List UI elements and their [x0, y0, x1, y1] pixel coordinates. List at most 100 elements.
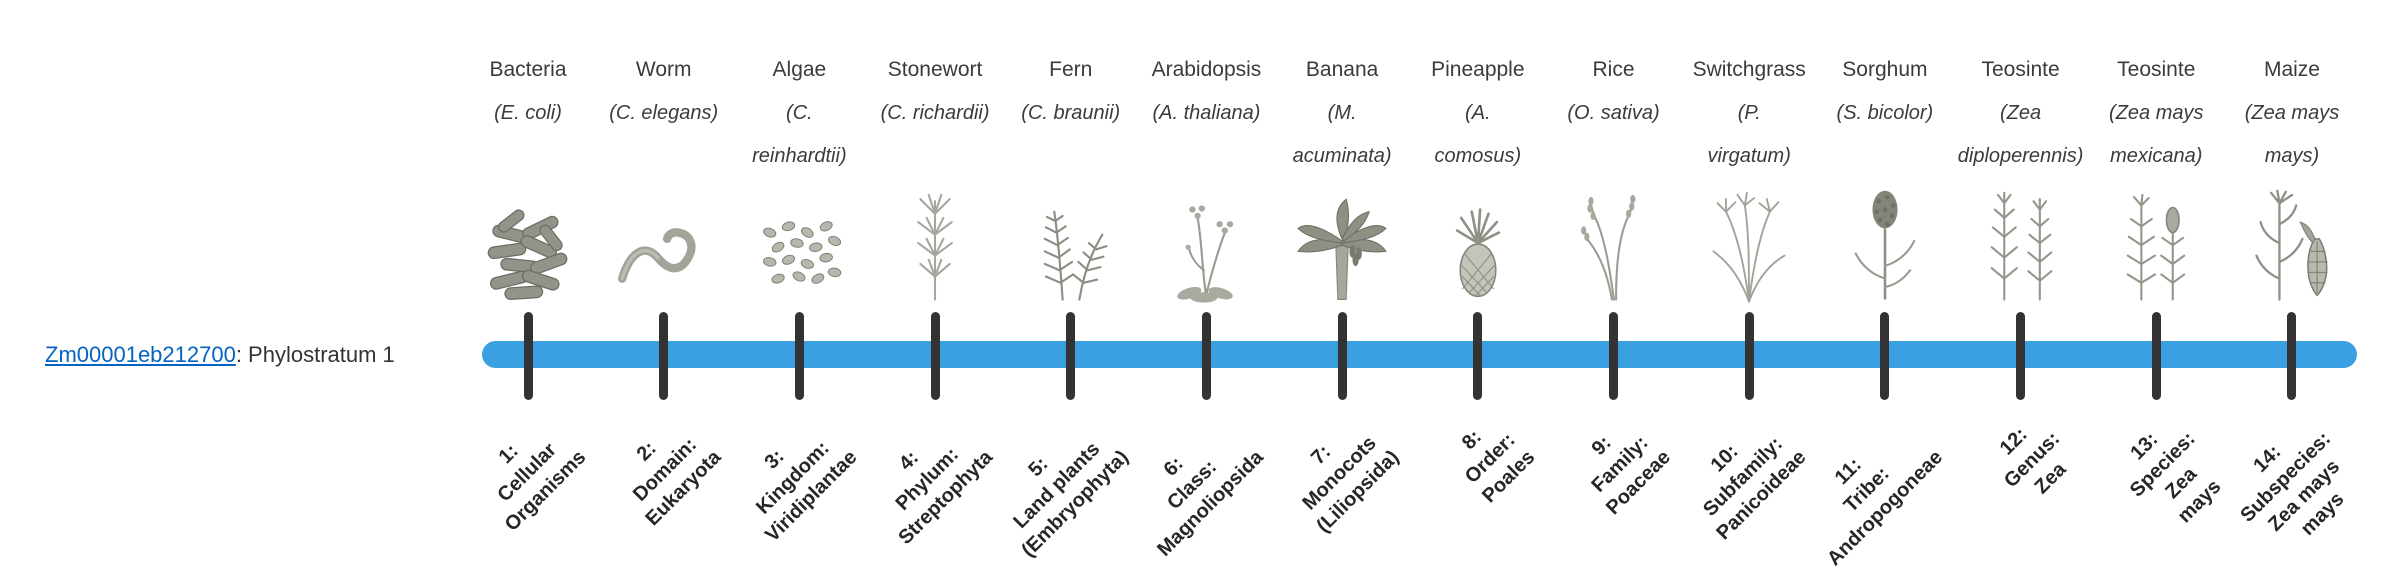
organism-column-header: Maize (Zea mays mays) — [2207, 58, 2377, 178]
organism-common-name: Rice — [1592, 58, 1635, 81]
timeline-tick — [523, 312, 533, 400]
gene-label-suffix: : Phylostratum 1 — [235, 342, 395, 367]
organism-column-header: Stonewort (C. richardii) — [850, 58, 1020, 135]
scientific-name-line: (A. — [1465, 102, 1491, 124]
organism-common-name: Teosinte — [1981, 58, 2060, 81]
timeline-tick — [2151, 312, 2161, 400]
timeline-tick — [1066, 312, 1076, 400]
organism-common-name: Fern — [1049, 58, 1093, 81]
gene-id-link[interactable]: Zm00001eb212700 — [45, 342, 236, 367]
organism-scientific-name: (E. coli) — [443, 92, 613, 135]
pineapple-icon — [1416, 164, 1540, 310]
organism-scientific-name: (C. richardii) — [850, 92, 1020, 135]
organism-scientific-name: (S. bicolor) — [1800, 92, 1970, 135]
bacteria-icon — [466, 164, 590, 310]
scientific-name-line: (C. richardii) — [880, 102, 990, 124]
timeline-tick — [1880, 312, 1890, 400]
organism-column-header: Fern (C. braunii) — [986, 58, 1156, 135]
teosinte-diploperennis-icon — [1959, 164, 2083, 310]
stratum-label: 6: Class: Magnoliopsida — [1115, 408, 1269, 562]
organism-column-header: Banana (M. acuminata) — [1257, 58, 1427, 178]
organism-common-name: Maize — [2263, 58, 2320, 81]
timeline-tick — [1744, 312, 1754, 400]
scientific-name-line: (P. — [1737, 102, 1761, 124]
organism-column-header: Pineapple (A. comosus) — [1393, 58, 1563, 178]
organism-scientific-name: (Zea mays mays) — [2207, 92, 2377, 178]
stratum-label: 13: Species: Zea mays — [2106, 408, 2238, 540]
organism-common-name: Pineapple — [1431, 58, 1525, 81]
stratum-label: 8: Order: Poales — [1440, 408, 1541, 509]
organism-common-name: Switchgrass — [1692, 58, 1806, 81]
organism-common-name: Stonewort — [887, 58, 983, 81]
organism-common-name: Sorghum — [1842, 58, 1928, 81]
organism-column-header: Teosinte (Zea diploperennis) — [1936, 58, 2106, 178]
stratum-label: 14: Subspecies: Zea mays mays — [2217, 408, 2374, 565]
organism-column-header: Algae (C. reinhardtii) — [714, 58, 884, 178]
timeline-tick — [1473, 312, 1483, 400]
organism-scientific-name: (Zea diploperennis) — [1936, 92, 2106, 178]
organism-scientific-name: (O. sativa) — [1529, 92, 1699, 135]
maize-icon — [2230, 164, 2354, 310]
teosinte-mexicana-icon — [2094, 164, 2218, 310]
timeline-tick — [1609, 312, 1619, 400]
stonewort-icon — [873, 164, 997, 310]
timeline-tick — [930, 312, 940, 400]
scientific-name-line: (Zea — [2000, 102, 2042, 124]
organism-common-name: Arabidopsis — [1151, 58, 1262, 81]
organism-common-name: Banana — [1305, 58, 1379, 81]
organism-scientific-name: (C. reinhardtii) — [714, 92, 884, 178]
switchgrass-icon — [1687, 164, 1811, 310]
scientific-name-line: comosus) — [1434, 145, 1522, 167]
organism-scientific-name: (A. comosus) — [1393, 92, 1563, 178]
scientific-name-line: virgatum) — [1707, 145, 1791, 167]
banana-icon — [1280, 164, 1404, 310]
organism-column-header: Sorghum (S. bicolor) — [1800, 58, 1970, 135]
stratum-label: 1: Cellular Organisms — [462, 408, 591, 537]
gene-label: Zm00001eb212700: Phylostratum 1 — [45, 341, 395, 368]
worm-icon — [602, 164, 726, 310]
organism-scientific-name: (C. elegans) — [579, 92, 749, 135]
organism-column-header: Switchgrass (P. virgatum) — [1664, 58, 1834, 178]
organism-common-name: Worm — [635, 58, 692, 81]
timeline-tick — [1337, 312, 1347, 400]
timeline-tick — [659, 312, 669, 400]
timeline-tick — [794, 312, 804, 400]
scientific-name-line: (O. sativa) — [1567, 102, 1660, 124]
organism-scientific-name: (P. virgatum) — [1664, 92, 1834, 178]
stratum-label: 2: Domain: Eukaryota — [603, 408, 727, 532]
stratum-label: 10: Subfamily: Panicoideae — [1675, 408, 1813, 546]
organism-column-header: Teosinte (Zea mays mexicana) — [2071, 58, 2241, 178]
organism-column-header: Worm (C. elegans) — [579, 58, 749, 135]
organism-scientific-name: (A. thaliana) — [1121, 92, 1291, 135]
scientific-name-line: (C. — [786, 102, 813, 124]
stratum-label: 3: Kingdom: Viridiplantae — [723, 408, 863, 548]
scientific-name-line: (A. thaliana) — [1152, 102, 1261, 124]
stratum-label: 5: Land plants (Embryophyta) — [979, 408, 1134, 563]
arabidopsis-icon — [1144, 164, 1268, 310]
algae-icon — [737, 164, 861, 310]
timeline-tick — [2287, 312, 2297, 400]
organism-common-name: Algae — [772, 58, 827, 81]
organism-column-header: Arabidopsis (A. thaliana) — [1121, 58, 1291, 135]
organism-scientific-name: (C. braunii) — [986, 92, 1156, 135]
stratum-label: 7: Monocots (Liliopsida) — [1275, 408, 1406, 539]
stratum-label: 11: Tribe: Andropogoneae — [1784, 408, 1948, 572]
scientific-name-line: reinhardtii) — [752, 145, 847, 167]
scientific-name-line: mexicana) — [2110, 145, 2203, 167]
stratum-label: 4: Phylum: Streptophyta — [856, 408, 998, 550]
scientific-name-line: (M. — [1327, 102, 1357, 124]
timeline-tick — [1201, 312, 1211, 400]
organism-common-name: Bacteria — [489, 58, 567, 81]
organism-common-name: Teosinte — [2117, 58, 2196, 81]
scientific-name-line: mays) — [2264, 145, 2320, 167]
scientific-name-line: (E. coli) — [494, 102, 562, 124]
scientific-name-line: acuminata) — [1292, 145, 1392, 167]
organism-scientific-name: (Zea mays mexicana) — [2071, 92, 2241, 178]
organism-scientific-name: (M. acuminata) — [1257, 92, 1427, 178]
scientific-name-line: (C. elegans) — [609, 102, 719, 124]
organism-column-header: Rice (O. sativa) — [1529, 58, 1699, 135]
scientific-name-line: diploperennis) — [1957, 145, 2084, 167]
scientific-name-line: (Zea mays — [2244, 102, 2340, 124]
scientific-name-line: (Zea mays — [2109, 102, 2204, 124]
organism-column-header: Bacteria (E. coli) — [443, 58, 613, 135]
